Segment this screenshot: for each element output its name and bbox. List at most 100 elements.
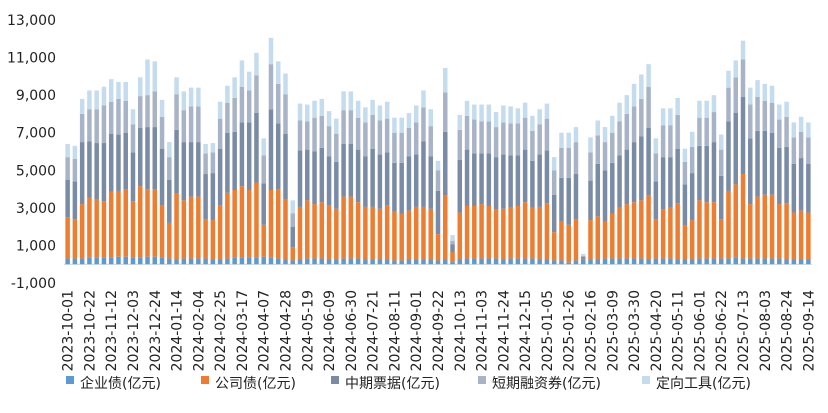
bar-segment-5 [167, 142, 172, 158]
bar-segment-1 [791, 259, 797, 265]
bar-segment-3 [711, 142, 717, 203]
bar-segment-3 [326, 156, 332, 206]
bar-segment-1 [203, 258, 208, 265]
bar-segment-2 [798, 210, 804, 260]
bar-segment-2 [65, 217, 70, 259]
bar-segment-2 [130, 201, 136, 258]
bar-segment-1 [624, 258, 630, 265]
bar-segment-2 [464, 205, 470, 259]
bar-segment-5 [457, 114, 463, 130]
bar-segment-3 [254, 112, 259, 183]
bar-segment-4 [653, 153, 659, 182]
bar-segment-3 [631, 142, 637, 203]
bar-segment-5 [646, 64, 651, 87]
bar-segment-1 [312, 258, 317, 265]
bar-segment-1 [152, 256, 158, 265]
legend-label: 定向工具(亿元) [656, 376, 751, 392]
bar-segment-2 [530, 207, 535, 259]
bar-segment-4 [138, 96, 143, 129]
bar-segment-4 [72, 159, 78, 182]
bar-segment-2 [486, 205, 492, 259]
bar-segment-1 [508, 258, 513, 265]
bar-segment-3 [573, 174, 579, 220]
x-tick-label: 2025-05-11 [671, 290, 687, 371]
bar-segment-3 [167, 179, 172, 223]
x-tick-label: 2025-07-13 [736, 290, 752, 371]
bar-segment-3 [668, 157, 673, 208]
bar-segment-1 [268, 257, 274, 265]
bar-segment-5 [87, 90, 92, 110]
bar-segment-2 [101, 201, 107, 258]
bar-segment-3 [181, 142, 187, 201]
bar-segment-1 [188, 258, 194, 265]
bar-segment-5 [181, 91, 187, 111]
bar-segment-3 [443, 131, 448, 196]
bar-segment-1 [123, 256, 128, 265]
bar-segment-1 [689, 259, 695, 265]
x-tick-label: 2024-06-30 [344, 290, 360, 371]
bar-segment-3 [515, 155, 521, 206]
bar-segment-4 [798, 131, 804, 159]
bar-segment-3 [123, 132, 128, 190]
bar-segment-2 [312, 204, 317, 259]
legend-swatch [201, 376, 209, 384]
bar-segment-4 [181, 110, 187, 143]
bar-segment-4 [159, 116, 165, 149]
bar-segment-3 [762, 130, 768, 195]
bar-segment-3 [755, 130, 760, 197]
bar-segment-4 [704, 117, 709, 146]
bar-segment-2 [660, 209, 666, 259]
bar-segment-5 [443, 67, 448, 93]
bar-segment-2 [580, 258, 586, 260]
bar-segment-4 [530, 130, 535, 161]
bar-segment-4 [602, 142, 608, 171]
bar-segment-5 [283, 73, 288, 95]
bar-segment-5 [392, 117, 397, 133]
bar-segment-2 [152, 189, 158, 257]
x-tick-label: 2025-08-03 [758, 290, 774, 371]
bar-segment-4 [675, 114, 680, 149]
bar-segment-2 [413, 206, 419, 260]
bar-segment-3 [610, 162, 615, 214]
bar-segment-3 [639, 136, 644, 201]
bar-segment-1 [319, 258, 325, 265]
bar-segment-2 [450, 252, 455, 262]
x-tick-label: 2024-02-04 [191, 290, 207, 371]
bar-segment-5 [740, 40, 746, 60]
x-tick-label: 2023-11-12 [104, 290, 120, 371]
bar-segment-4 [588, 152, 593, 181]
bar-segment-2 [159, 205, 165, 258]
bar-segment-5 [326, 111, 332, 127]
bar-segment-4 [152, 91, 158, 128]
bar-segment-4 [624, 113, 630, 150]
bar-segment-3 [174, 129, 179, 194]
bar-segment-4 [297, 120, 303, 151]
bar-segment-1 [413, 259, 419, 265]
bar-segment-5 [530, 115, 535, 131]
bar-segment-1 [610, 258, 615, 265]
x-tick-label: 2024-02-25 [213, 290, 229, 371]
bar-segment-2 [326, 205, 332, 260]
bar-segment-1 [486, 258, 492, 265]
bar-segment-3 [406, 156, 412, 211]
bar-segment-4 [203, 153, 208, 175]
bar-segment-5 [79, 98, 85, 114]
bar-segment-1 [225, 258, 230, 265]
bar-segment-1 [377, 259, 383, 265]
bar-segment-5 [675, 97, 680, 115]
bar-segment-5 [116, 81, 121, 99]
bar-segment-4 [682, 161, 688, 185]
bar-segment-4 [733, 77, 738, 113]
bar-segment-1 [384, 259, 390, 265]
bar-segment-2 [138, 186, 143, 258]
bar-segment-3 [87, 141, 92, 198]
bar-segment-4 [130, 124, 136, 153]
bar-segment-3 [733, 112, 738, 185]
bar-segment-3 [196, 142, 201, 197]
x-axis: 2023-10-01 2023-10-22 2023-11-12 2023-12-03… [61, 290, 818, 371]
y-tick-label: 7,000 [16, 126, 56, 142]
bar-segment-3 [232, 131, 237, 191]
bar-segment-2 [232, 190, 237, 258]
bar-segment-3 [718, 175, 724, 220]
bar-segment-3 [595, 163, 601, 217]
